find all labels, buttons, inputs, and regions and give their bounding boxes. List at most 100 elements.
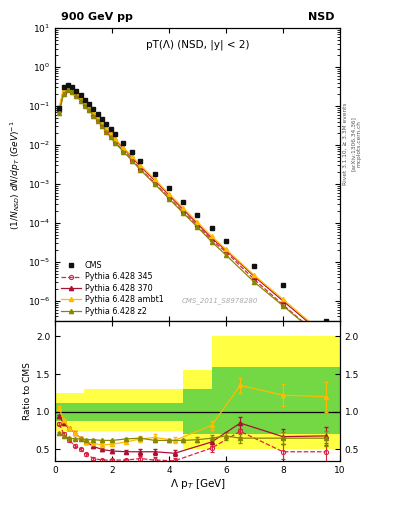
CMS	[66, 82, 70, 89]
CMS	[195, 212, 200, 218]
Pythia 6.428 345	[121, 148, 126, 154]
Pythia 6.428 z2	[91, 113, 96, 119]
Y-axis label: Ratio to CMS: Ratio to CMS	[23, 362, 31, 420]
CMS	[108, 126, 113, 132]
Pythia 6.428 370	[323, 334, 328, 340]
CMS	[104, 121, 108, 127]
Pythia 6.428 345	[78, 97, 83, 103]
Pythia 6.428 z2	[95, 118, 100, 124]
Pythia 6.428 370	[209, 235, 214, 241]
Pythia 6.428 370	[70, 87, 75, 93]
CMS	[70, 84, 75, 91]
Pythia 6.428 370	[104, 125, 108, 131]
Pythia 6.428 345	[224, 249, 228, 255]
Pythia 6.428 z2	[66, 87, 70, 93]
CMS	[78, 92, 83, 98]
Pythia 6.428 345	[209, 237, 214, 243]
Text: mcplots.cern.ch: mcplots.cern.ch	[357, 120, 362, 167]
Pythia 6.428 ambt1	[100, 119, 105, 125]
Pythia 6.428 z2	[138, 167, 143, 173]
Pythia 6.428 370	[100, 120, 105, 126]
CMS	[91, 106, 96, 112]
Pythia 6.428 ambt1	[138, 162, 143, 168]
Pythia 6.428 345	[195, 223, 200, 229]
Pythia 6.428 370	[112, 136, 117, 142]
Pythia 6.428 ambt1	[209, 233, 214, 240]
Legend: CMS, Pythia 6.428 345, Pythia 6.428 370, Pythia 6.428 ambt1, Pythia 6.428 z2: CMS, Pythia 6.428 345, Pythia 6.428 370,…	[59, 259, 165, 317]
Pythia 6.428 370	[281, 298, 285, 304]
Pythia 6.428 370	[108, 130, 113, 136]
Pythia 6.428 370	[224, 247, 228, 253]
Pythia 6.428 345	[252, 276, 257, 283]
Pythia 6.428 ambt1	[152, 176, 157, 182]
CMS	[209, 225, 214, 231]
Pythia 6.428 370	[57, 106, 62, 112]
CMS	[323, 318, 328, 324]
Pythia 6.428 z2	[61, 91, 66, 97]
Pythia 6.428 ambt1	[91, 109, 96, 115]
Pythia 6.428 370	[167, 192, 171, 198]
Pythia 6.428 370	[138, 163, 143, 169]
CMS	[152, 171, 157, 177]
Pythia 6.428 345	[70, 89, 75, 95]
Pythia 6.428 z2	[74, 93, 79, 99]
CMS	[130, 148, 134, 155]
Text: 900 GeV pp: 900 GeV pp	[61, 12, 132, 23]
Line: Pythia 6.428 345: Pythia 6.428 345	[57, 87, 328, 344]
Pythia 6.428 ambt1	[66, 83, 70, 90]
Text: CMS_2011_S8978280: CMS_2011_S8978280	[182, 297, 259, 304]
Pythia 6.428 345	[108, 133, 113, 139]
Pythia 6.428 ambt1	[57, 104, 62, 110]
Line: Pythia 6.428 ambt1: Pythia 6.428 ambt1	[57, 84, 328, 337]
Pythia 6.428 ambt1	[121, 144, 126, 151]
Pythia 6.428 ambt1	[252, 272, 257, 279]
Line: CMS: CMS	[57, 83, 328, 324]
Pythia 6.428 ambt1	[95, 114, 100, 120]
Pythia 6.428 z2	[100, 123, 105, 129]
CMS	[57, 105, 62, 111]
Pythia 6.428 370	[195, 221, 200, 227]
Pythia 6.428 370	[252, 273, 257, 280]
Pythia 6.428 370	[181, 206, 185, 212]
Pythia 6.428 ambt1	[70, 86, 75, 92]
Pythia 6.428 370	[83, 99, 87, 105]
CMS	[74, 88, 79, 94]
Pythia 6.428 345	[112, 139, 117, 145]
Pythia 6.428 z2	[121, 148, 126, 155]
X-axis label: Λ p$_T$ [GeV]: Λ p$_T$ [GeV]	[169, 477, 226, 492]
Pythia 6.428 z2	[224, 252, 228, 258]
Pythia 6.428 345	[66, 86, 70, 92]
Pythia 6.428 345	[100, 122, 105, 129]
CMS	[167, 185, 171, 191]
Pythia 6.428 ambt1	[195, 219, 200, 225]
Pythia 6.428 z2	[57, 110, 62, 116]
CMS	[224, 238, 228, 244]
Pythia 6.428 ambt1	[83, 99, 87, 105]
Pythia 6.428 345	[95, 117, 100, 123]
Pythia 6.428 370	[66, 84, 70, 90]
Pythia 6.428 370	[91, 110, 96, 116]
Pythia 6.428 345	[323, 338, 328, 345]
Text: pT(Λ) (NSD, |y| < 2): pT(Λ) (NSD, |y| < 2)	[146, 40, 249, 50]
Pythia 6.428 370	[152, 178, 157, 184]
CMS	[121, 140, 126, 146]
Pythia 6.428 ambt1	[167, 191, 171, 197]
Pythia 6.428 z2	[181, 210, 185, 216]
CMS	[252, 263, 257, 269]
Pythia 6.428 345	[57, 108, 62, 114]
Text: Rivet 3.1.10, ≥ 3.3M events: Rivet 3.1.10, ≥ 3.3M events	[343, 102, 348, 185]
Pythia 6.428 z2	[112, 140, 117, 146]
Pythia 6.428 370	[130, 155, 134, 161]
Pythia 6.428 345	[130, 157, 134, 163]
CMS	[61, 84, 66, 90]
Pythia 6.428 345	[83, 102, 87, 108]
Pythia 6.428 ambt1	[181, 205, 185, 211]
Line: Pythia 6.428 370: Pythia 6.428 370	[57, 85, 328, 339]
Pythia 6.428 ambt1	[78, 95, 83, 101]
Pythia 6.428 370	[87, 104, 92, 111]
CMS	[138, 158, 143, 164]
Pythia 6.428 ambt1	[224, 246, 228, 252]
Pythia 6.428 z2	[323, 338, 328, 345]
Pythia 6.428 z2	[130, 158, 134, 164]
Text: [arXiv:1306.34,36]: [arXiv:1306.34,36]	[351, 116, 356, 171]
